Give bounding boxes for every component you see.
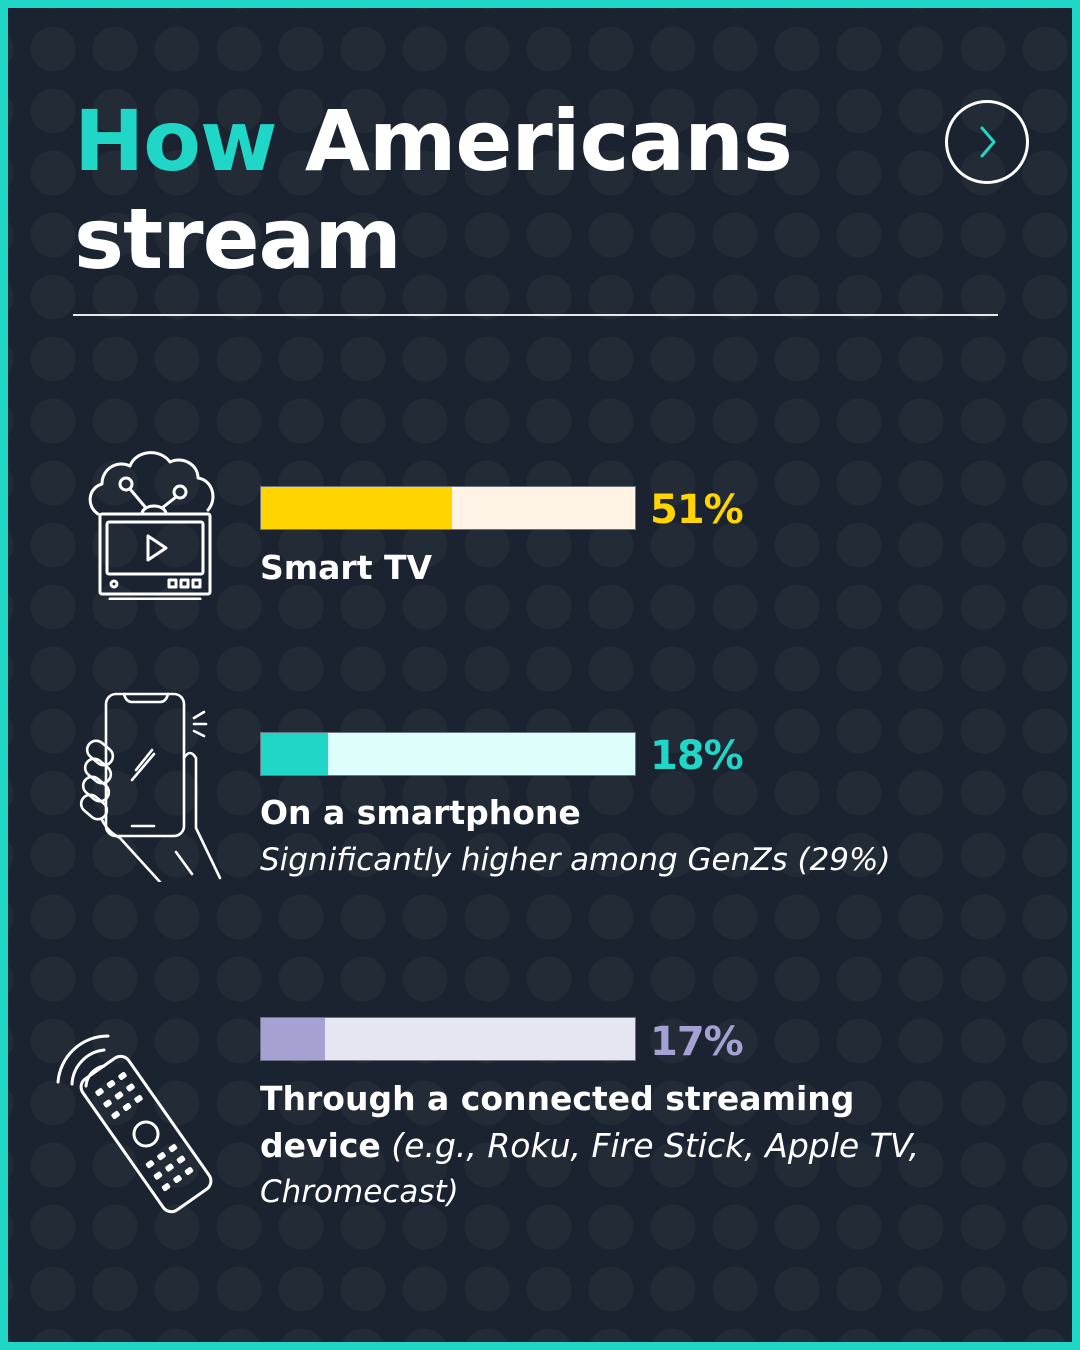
chevron-right-icon (980, 126, 996, 158)
note-smartphone-genz: Significantly higher among GenZs (29%) (260, 842, 891, 878)
remote-control-icon (56, 1034, 213, 1214)
label-streaming-device-line1: Through a connected streaming (260, 1079, 855, 1118)
label-streaming-device-line3: Chromecast) (260, 1174, 459, 1210)
page-title: How Americans stream (74, 92, 793, 288)
hand-holding-smartphone-icon (79, 692, 222, 882)
title-divider (73, 314, 998, 316)
label-streaming-device-examples: (e.g., Roku, Fire Stick, Apple TV, (380, 1126, 920, 1165)
label-streaming-device-line2: device (e.g., Roku, Fire Stick, Apple TV… (260, 1122, 919, 1169)
label-streaming-device-bold: device (260, 1126, 381, 1165)
label-smart-tv: Smart TV (260, 548, 433, 587)
percent-smartphone: 18% (650, 733, 744, 779)
progress-bar-streaming-device (260, 1017, 636, 1061)
label-smartphone: On a smartphone (260, 793, 581, 832)
smart-tv-cloud-icon (88, 451, 215, 600)
progress-fill-smartphone (261, 733, 329, 775)
percent-smart-tv: 51% (650, 487, 744, 533)
progress-fill-streaming-device (261, 1018, 325, 1060)
title-line2: stream (74, 190, 402, 288)
infographic-card: How Americans stream 51% (8, 8, 1072, 1342)
progress-bar-smart-tv (260, 486, 636, 530)
title-accent-word: How (74, 92, 278, 190)
progress-fill-smart-tv (261, 487, 452, 529)
title-rest-line1: Americans (276, 92, 793, 190)
progress-bar-smartphone (260, 732, 636, 776)
next-slide-button[interactable] (945, 100, 1029, 184)
percent-streaming-device: 17% (650, 1019, 744, 1065)
